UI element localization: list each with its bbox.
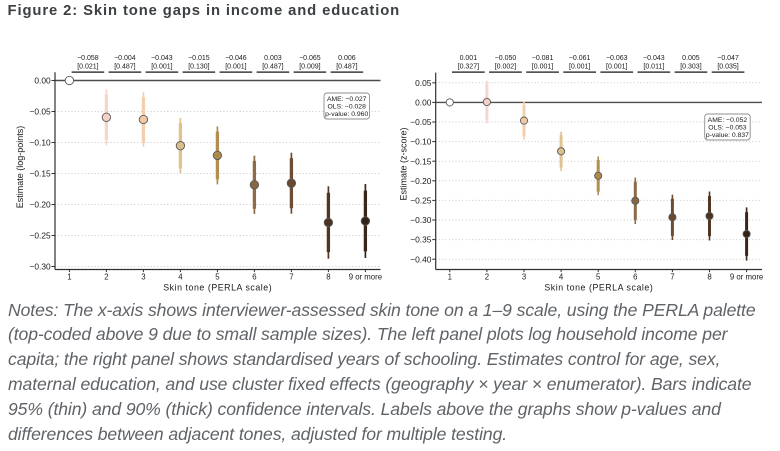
- svg-text:[0.303]: [0.303]: [680, 63, 701, 70]
- svg-text:0.003: 0.003: [264, 55, 282, 62]
- svg-text:[0.009]: [0.009]: [299, 63, 320, 70]
- svg-text:−0.05: −0.05: [410, 117, 432, 127]
- svg-text:p-value: 0.837: p-value: 0.837: [706, 132, 749, 139]
- svg-text:5: 5: [215, 273, 220, 282]
- svg-text:9 or more: 9 or more: [730, 273, 763, 282]
- svg-text:[0.001]: [0.001]: [532, 63, 553, 70]
- svg-text:−0.046: −0.046: [225, 55, 247, 62]
- svg-text:AME: −0.027: AME: −0.027: [327, 96, 367, 103]
- svg-text:6: 6: [633, 273, 637, 282]
- svg-text:[0.001]: [0.001]: [569, 63, 590, 70]
- svg-text:−0.065: −0.065: [299, 55, 321, 62]
- svg-text:1: 1: [67, 273, 71, 282]
- svg-text:OLS: −0.053: OLS: −0.053: [708, 125, 747, 132]
- svg-text:−0.35: −0.35: [410, 235, 432, 245]
- svg-text:3: 3: [522, 273, 526, 282]
- svg-text:[0.001]: [0.001]: [225, 63, 246, 70]
- svg-text:[0.487]: [0.487]: [262, 63, 283, 70]
- svg-text:−0.15: −0.15: [410, 156, 432, 166]
- svg-text:5: 5: [596, 273, 601, 282]
- svg-text:Estimate (z-score): Estimate (z-score): [399, 127, 409, 200]
- svg-text:7: 7: [670, 273, 674, 282]
- svg-text:−0.047: −0.047: [717, 55, 739, 62]
- svg-text:[0.002]: [0.002]: [495, 63, 516, 70]
- svg-text:−0.004: −0.004: [114, 55, 136, 62]
- svg-text:AME: −0.052: AME: −0.052: [708, 117, 748, 124]
- svg-text:2: 2: [485, 273, 489, 282]
- svg-text:−0.10: −0.10: [29, 138, 51, 148]
- svg-text:[0.130]: [0.130]: [188, 63, 209, 70]
- svg-text:[0.487]: [0.487]: [336, 63, 357, 70]
- svg-text:0.05: 0.05: [415, 78, 432, 88]
- svg-text:3: 3: [141, 273, 145, 282]
- svg-text:0.001: 0.001: [460, 55, 478, 62]
- svg-text:2: 2: [104, 273, 108, 282]
- svg-text:0.005: 0.005: [682, 55, 700, 62]
- svg-text:4: 4: [559, 273, 564, 282]
- svg-text:Skin tone (PERLA scale): Skin tone (PERLA scale): [163, 282, 272, 292]
- svg-text:Estimate (log-points): Estimate (log-points): [15, 126, 25, 209]
- svg-text:9 or more: 9 or more: [349, 273, 382, 282]
- svg-text:−0.081: −0.081: [532, 55, 554, 62]
- svg-text:−0.063: −0.063: [606, 55, 628, 62]
- svg-text:[0.021]: [0.021]: [77, 63, 98, 70]
- svg-text:−0.061: −0.061: [569, 55, 591, 62]
- svg-text:−0.15: −0.15: [29, 169, 51, 179]
- svg-text:−0.050: −0.050: [495, 55, 517, 62]
- svg-text:p-value: 0.960: p-value: 0.960: [325, 111, 368, 118]
- svg-text:6: 6: [252, 273, 256, 282]
- svg-text:−0.043: −0.043: [643, 55, 665, 62]
- svg-text:OLS: −0.028: OLS: −0.028: [328, 104, 367, 111]
- svg-text:−0.20: −0.20: [29, 200, 51, 210]
- svg-text:−0.043: −0.043: [151, 55, 173, 62]
- svg-text:1: 1: [448, 273, 452, 282]
- svg-text:−0.30: −0.30: [410, 215, 432, 225]
- svg-text:−0.058: −0.058: [77, 55, 99, 62]
- svg-text:7: 7: [289, 273, 293, 282]
- svg-text:−0.25: −0.25: [410, 196, 432, 206]
- svg-text:−0.20: −0.20: [410, 176, 432, 186]
- svg-text:−0.30: −0.30: [29, 262, 51, 272]
- svg-text:0.00: 0.00: [415, 98, 432, 108]
- svg-text:−0.25: −0.25: [29, 231, 51, 241]
- svg-text:[0.011]: [0.011]: [643, 63, 664, 70]
- svg-text:4: 4: [178, 273, 183, 282]
- svg-text:−0.05: −0.05: [29, 107, 51, 117]
- svg-text:[0.487]: [0.487]: [114, 63, 135, 70]
- svg-text:[0.035]: [0.035]: [717, 63, 738, 70]
- svg-text:8: 8: [707, 273, 711, 282]
- svg-text:−0.015: −0.015: [188, 55, 210, 62]
- svg-text:[0.327]: [0.327]: [458, 63, 479, 70]
- svg-text:−0.40: −0.40: [410, 254, 432, 264]
- svg-text:[0.001]: [0.001]: [151, 63, 172, 70]
- svg-text:−0.10: −0.10: [410, 137, 432, 147]
- svg-text:0.006: 0.006: [338, 55, 356, 62]
- svg-text:Skin tone (PERLA scale): Skin tone (PERLA scale): [544, 282, 653, 292]
- svg-text:8: 8: [326, 273, 330, 282]
- svg-text:[0.001]: [0.001]: [606, 63, 627, 70]
- svg-text:0.00: 0.00: [34, 76, 51, 86]
